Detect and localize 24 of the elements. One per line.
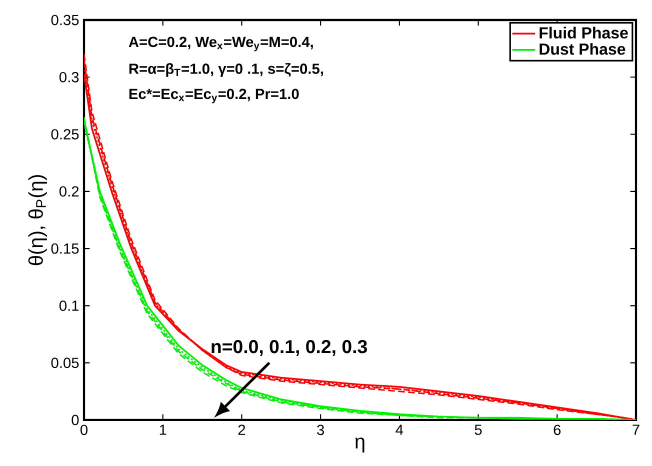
legend-label: Dust Phase bbox=[540, 43, 626, 55]
y-tick-label: 0.25 bbox=[51, 129, 79, 140]
x-tick-label: 7 bbox=[632, 424, 640, 435]
y-axis-title: θ(η), θ$_{P}$(η) bbox=[28, 175, 47, 266]
y-tick-label: 0.3 bbox=[59, 72, 79, 82]
y-tick-label: 0.35 bbox=[51, 14, 79, 26]
y-tick-label: 0.05 bbox=[51, 358, 79, 368]
annotation: n=0.0, 0.1, 0.2, 0.3 bbox=[212, 340, 367, 356]
legend-label: Fluid Phase bbox=[540, 26, 628, 39]
x-axis-title: η bbox=[355, 438, 364, 452]
x-tick-label: 6 bbox=[554, 424, 561, 436]
annotation: R=α=β$_{T}$=1.0, γ=0 .1, s=ζ=0.5, bbox=[129, 63, 324, 77]
y-tick-label: 0.2 bbox=[59, 186, 79, 197]
annotation: A=C=0.2, We$_{x}$=We$_{y}$=M=0.4, bbox=[128, 36, 313, 52]
annotation: Ec*=Ec$_{x}$=Ec$_{y}$=0.2, Pr=1.0 bbox=[129, 88, 299, 104]
x-tick-label: 3 bbox=[317, 424, 324, 436]
y-tick-label: 0.15 bbox=[51, 243, 79, 254]
y-tick-label: 0 bbox=[72, 414, 79, 426]
y-tick-label: 0.1 bbox=[59, 300, 79, 311]
x-tick-label: 1 bbox=[160, 424, 166, 435]
x-tick-label: 4 bbox=[396, 424, 404, 435]
x-tick-label: 5 bbox=[474, 424, 482, 435]
x-tick-label: 2 bbox=[238, 424, 246, 435]
x-tick-label: 0 bbox=[80, 424, 88, 436]
